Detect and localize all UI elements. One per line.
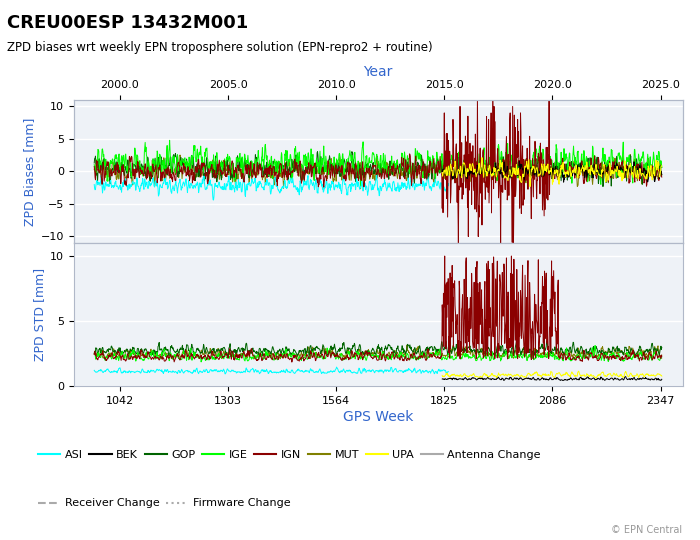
X-axis label: GPS Week: GPS Week [343, 410, 413, 424]
Text: ZPD biases wrt weekly EPN troposphere solution (EPN-repro2 + routine): ZPD biases wrt weekly EPN troposphere so… [7, 40, 433, 53]
Text: © EPN Central: © EPN Central [611, 524, 682, 535]
Text: CREU00ESP 13432M001: CREU00ESP 13432M001 [7, 14, 248, 31]
Y-axis label: ZPD Biases [mm]: ZPD Biases [mm] [23, 117, 36, 226]
Y-axis label: ZPD STD [mm]: ZPD STD [mm] [33, 268, 46, 361]
Legend: ASI, BEK, GOP, IGE, IGN, MUT, UPA, Antenna Change: ASI, BEK, GOP, IGE, IGN, MUT, UPA, Anten… [34, 446, 545, 464]
X-axis label: Year: Year [363, 65, 393, 79]
Legend: Receiver Change, Firmware Change: Receiver Change, Firmware Change [34, 494, 295, 513]
